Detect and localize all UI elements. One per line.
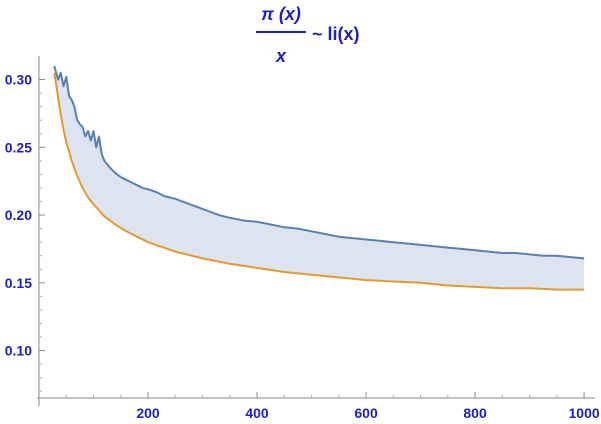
y-tick-label: 0.10: [5, 343, 32, 359]
chart-title-denominator: x: [275, 46, 287, 66]
x-tick-label: 600: [354, 405, 378, 421]
y-tick-label: 0.25: [5, 139, 32, 155]
axes: 200 400 600 800 1000 0.10 0.15 0.20 0.25 0.30: [5, 56, 600, 421]
x-tick-label: 400: [245, 405, 269, 421]
plot-area: [53, 65, 585, 291]
x-tick-label: 800: [463, 405, 487, 421]
x-tick-label: 1000: [569, 405, 600, 421]
chart-title-numerator: π (x): [261, 4, 301, 24]
y-tick-label: 0.20: [5, 207, 32, 223]
series-line-1: [53, 65, 585, 260]
y-tick-label: 0.30: [5, 72, 32, 88]
series-line-2: [53, 72, 585, 291]
x-tick-label: 200: [136, 405, 160, 421]
chart-title-suffix: ~ li(x): [312, 24, 360, 44]
chart-title: π (x) x ~ li(x): [256, 4, 360, 66]
series-fill-band: [54, 66, 585, 290]
y-tick-label: 0.15: [5, 275, 32, 291]
